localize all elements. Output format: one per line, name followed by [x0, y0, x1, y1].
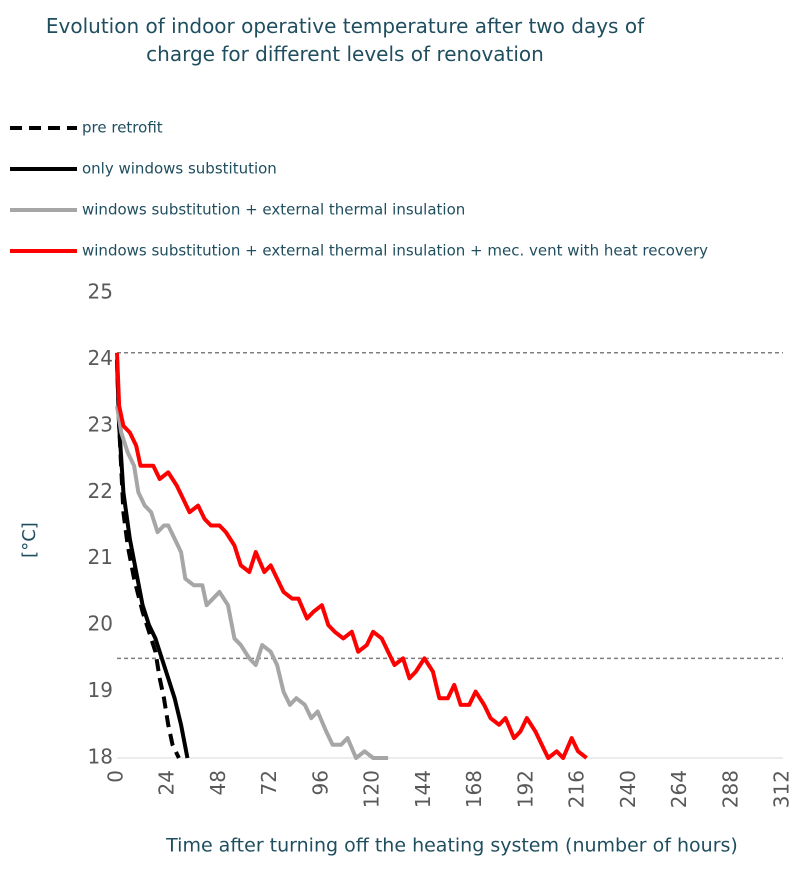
x-tick-label: 288 [718, 770, 742, 808]
y-tick-label: 22 [88, 479, 113, 503]
y-tick-label: 25 [88, 280, 113, 304]
y-tick-label: 19 [88, 678, 113, 702]
chart-title: Evolution of indoor operative temperatur… [45, 14, 645, 66]
y-tick-label: 24 [88, 346, 113, 370]
y-tick-label: 18 [88, 745, 113, 769]
x-tick-label: 24 [155, 770, 179, 795]
x-tick-label: 48 [206, 770, 230, 795]
x-tick-label: 72 [257, 770, 281, 795]
x-tick-label: 192 [513, 770, 537, 808]
y-tick-label: 21 [88, 545, 113, 569]
x-tick-label: 216 [565, 770, 589, 808]
x-tick-label: 264 [667, 770, 691, 808]
series-line [115, 352, 588, 760]
x-tick-label: 312 [770, 770, 794, 808]
legend-label: windows substitution + external thermal … [82, 242, 708, 260]
y-tick-label: 20 [88, 612, 113, 636]
series-line [115, 359, 181, 759]
y-axis-label: [°C] [19, 522, 40, 558]
legend-label: only windows substitution [82, 160, 277, 178]
x-tick-label: 168 [462, 770, 486, 808]
x-tick-label: 0 [104, 770, 128, 783]
x-axis-label: Time after turning off the heating syste… [165, 835, 738, 857]
series-line [115, 359, 190, 759]
x-tick-label: 120 [360, 770, 384, 808]
y-tick-label: 23 [88, 412, 113, 436]
x-tick-label: 144 [411, 770, 435, 808]
legend-label: windows substitution + external thermal … [82, 201, 465, 219]
legend-label: pre retrofit [82, 119, 163, 137]
series-line [115, 405, 389, 760]
x-tick-label: 96 [308, 770, 332, 795]
x-tick-label: 240 [616, 770, 640, 808]
